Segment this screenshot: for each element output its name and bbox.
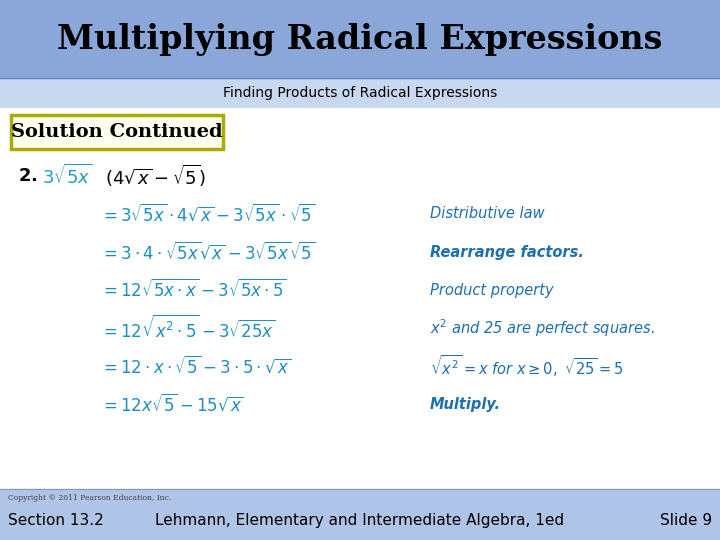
Text: Section 13.2: Section 13.2 — [8, 513, 104, 528]
Text: Product property: Product property — [430, 282, 554, 298]
Text: $=12\sqrt{x^2\cdot 5}-3\sqrt{25x}$: $=12\sqrt{x^2\cdot 5}-3\sqrt{25x}$ — [100, 314, 276, 342]
Text: $\sqrt{x^2}=x$ for $x\geq 0,\ \sqrt{25}=5$: $\sqrt{x^2}=x$ for $x\geq 0,\ \sqrt{25}=… — [430, 353, 624, 379]
Text: $(4\sqrt{x}-\sqrt{5})$: $(4\sqrt{x}-\sqrt{5})$ — [105, 163, 206, 189]
Text: Slide 9: Slide 9 — [660, 513, 712, 528]
Text: $=3\cdot 4\cdot\sqrt{5x}\sqrt{x}-3\sqrt{5x}\sqrt{5}$: $=3\cdot 4\cdot\sqrt{5x}\sqrt{x}-3\sqrt{… — [100, 241, 315, 263]
Text: $\mathbf{2.}$: $\mathbf{2.}$ — [18, 167, 37, 185]
Text: $=12\sqrt{5x\cdot x}-3\sqrt{5x\cdot 5}$: $=12\sqrt{5x\cdot x}-3\sqrt{5x\cdot 5}$ — [100, 279, 287, 301]
Text: $=12x\sqrt{5}-15\sqrt{x}$: $=12x\sqrt{5}-15\sqrt{x}$ — [100, 393, 244, 415]
Bar — [0, 108, 720, 489]
FancyBboxPatch shape — [11, 115, 223, 149]
Text: Multiply.: Multiply. — [430, 396, 501, 411]
Text: Multiplying Radical Expressions: Multiplying Radical Expressions — [58, 23, 662, 56]
Text: $=12\cdot x\cdot\sqrt{5}-3\cdot 5\cdot\sqrt{x}$: $=12\cdot x\cdot\sqrt{5}-3\cdot 5\cdot\s… — [100, 355, 291, 377]
Text: $3\sqrt{5x}$: $3\sqrt{5x}$ — [42, 164, 92, 188]
Text: Lehmann, Elementary and Intermediate Algebra, 1ed: Lehmann, Elementary and Intermediate Alg… — [156, 513, 564, 528]
Text: Finding Products of Radical Expressions: Finding Products of Radical Expressions — [223, 86, 497, 100]
Text: Copyright © 2011 Pearson Education, Inc.: Copyright © 2011 Pearson Education, Inc. — [8, 494, 171, 502]
Text: $=3\sqrt{5x}\cdot 4\sqrt{x}-3\sqrt{5x}\cdot\sqrt{5}$: $=3\sqrt{5x}\cdot 4\sqrt{x}-3\sqrt{5x}\c… — [100, 203, 315, 225]
Text: Solution Continued: Solution Continued — [12, 123, 222, 141]
Bar — [0, 0, 720, 78]
Text: Rearrange factors.: Rearrange factors. — [430, 245, 584, 260]
Text: $x^2$ and 25 are perfect squares.: $x^2$ and 25 are perfect squares. — [430, 317, 654, 339]
Bar — [0, 489, 720, 540]
Text: Distributive law: Distributive law — [430, 206, 544, 221]
